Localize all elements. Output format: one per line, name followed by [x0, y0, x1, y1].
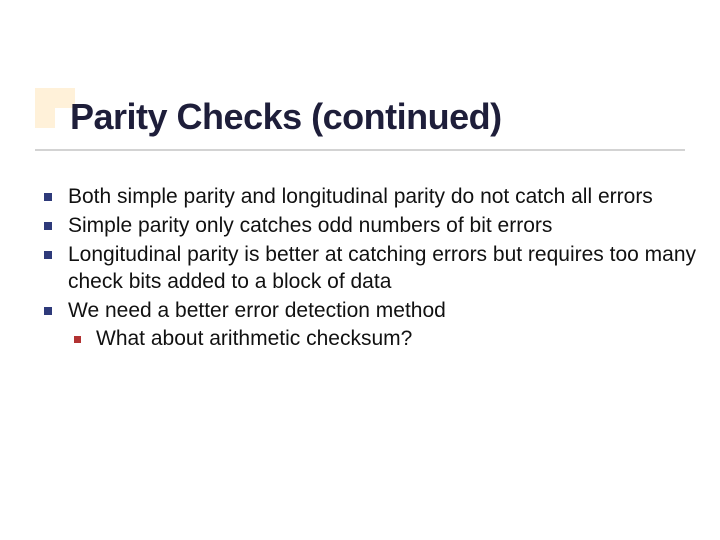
bullet-text: We need a better error detection method	[68, 299, 446, 322]
title-decoration	[35, 88, 75, 144]
slide-title: Parity Checks (continued)	[70, 96, 502, 138]
sub-bullet-list: What about arithmetic checksum?	[68, 326, 700, 353]
list-item: Both simple parity and longitudinal pari…	[40, 184, 700, 211]
slide-content: Both simple parity and longitudinal pari…	[40, 184, 700, 355]
list-item: What about arithmetic checksum?	[68, 326, 700, 353]
bullet-text: What about arithmetic checksum?	[96, 327, 412, 350]
list-item: Longitudinal parity is better at catchin…	[40, 242, 700, 296]
decoration-square	[35, 108, 55, 128]
title-underline	[35, 149, 685, 151]
bullet-text: Longitudinal parity is better at catchin…	[68, 243, 696, 293]
bullet-text: Both simple parity and longitudinal pari…	[68, 185, 653, 208]
decoration-square	[35, 88, 55, 108]
bullet-text: Simple parity only catches odd numbers o…	[68, 214, 552, 237]
bullet-list: Both simple parity and longitudinal pari…	[40, 184, 700, 353]
list-item: We need a better error detection method …	[40, 298, 700, 354]
list-item: Simple parity only catches odd numbers o…	[40, 213, 700, 240]
slide: Parity Checks (continued) Both simple pa…	[0, 0, 720, 540]
